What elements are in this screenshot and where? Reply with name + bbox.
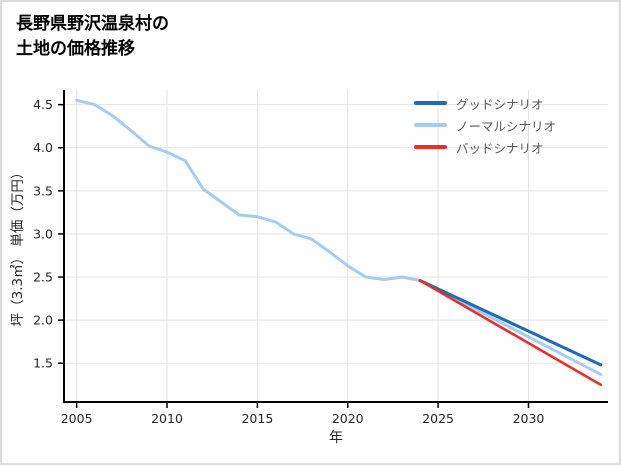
legend-swatch-bad-scenario	[414, 145, 447, 149]
svg-text:2.0: 2.0	[33, 313, 53, 328]
svg-text:坪（3.3㎡） 単価（万円）: 坪（3.3㎡） 単価（万円）	[10, 166, 26, 327]
svg-text:2025: 2025	[422, 411, 454, 426]
svg-text:1.5: 1.5	[33, 356, 53, 371]
svg-text:2030: 2030	[513, 411, 545, 426]
legend-item-normal-scenario: ノーマルシナリオ	[414, 114, 556, 136]
svg-text:2010: 2010	[151, 411, 183, 426]
svg-text:4.0: 4.0	[33, 140, 53, 155]
legend-swatch-normal-scenario	[414, 123, 447, 127]
svg-text:年: 年	[329, 430, 343, 446]
svg-text:3.5: 3.5	[33, 183, 53, 198]
svg-text:4.5: 4.5	[33, 97, 53, 112]
svg-text:2015: 2015	[241, 411, 273, 426]
chart-title: 長野県野沢温泉村の 土地の価格推移	[16, 12, 169, 61]
legend-label-good-scenario: グッドシナリオ	[456, 96, 544, 112]
chart-title-line2: 土地の価格推移	[16, 38, 135, 59]
chart-title-line1: 長野県野沢温泉村の	[16, 14, 169, 34]
legend-item-bad-scenario: バッドシナリオ	[414, 136, 556, 158]
legend-label-normal-scenario: ノーマルシナリオ	[456, 118, 557, 134]
legend-label-bad-scenario: バッドシナリオ	[456, 140, 544, 156]
legend-swatch-good-scenario	[414, 101, 447, 105]
svg-text:3.0: 3.0	[33, 226, 53, 241]
svg-text:2.5: 2.5	[33, 270, 53, 285]
svg-text:2005: 2005	[61, 411, 93, 426]
legend-item-good-scenario: グッドシナリオ	[414, 92, 556, 114]
svg-text:2020: 2020	[332, 411, 364, 426]
legend: グッドシナリオ ノーマルシナリオ バッドシナリオ	[414, 92, 556, 158]
